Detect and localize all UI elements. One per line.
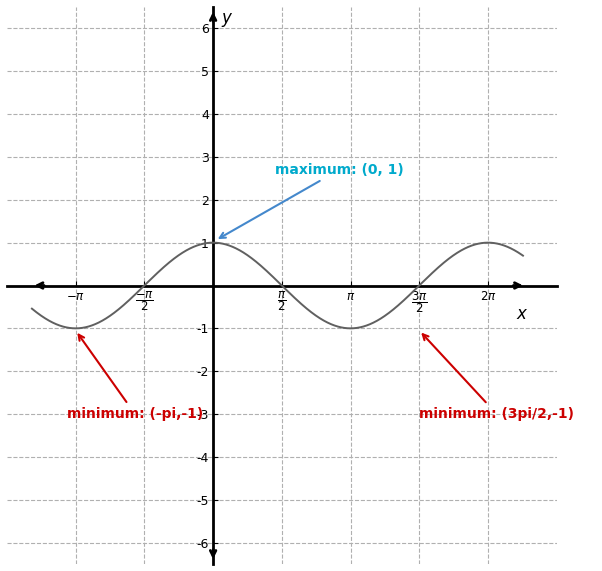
- Text: maximum: (0, 1): maximum: (0, 1): [220, 163, 404, 238]
- Text: y: y: [221, 9, 231, 27]
- Text: minimum: (-pi,-1): minimum: (-pi,-1): [67, 335, 203, 421]
- Text: x: x: [517, 305, 527, 323]
- Text: minimum: (3pi/2,-1): minimum: (3pi/2,-1): [419, 334, 574, 421]
